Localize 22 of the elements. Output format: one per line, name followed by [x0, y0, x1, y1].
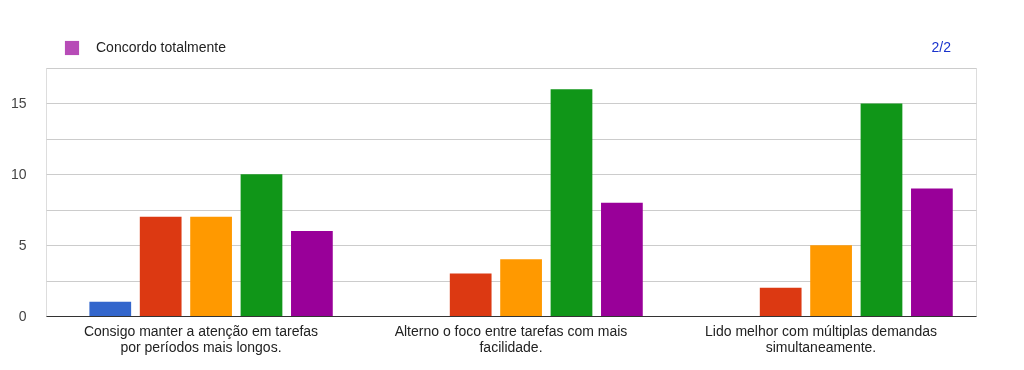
- bar: [550, 89, 593, 316]
- legend-label: Concordo totalmente: [96, 39, 227, 55]
- text: 2/2: [931, 39, 952, 55]
- y-tick-label: 10: [10, 165, 27, 182]
- bar: [89, 301, 132, 316]
- bar: [449, 273, 492, 316]
- y-tick-label: 5: [18, 236, 27, 253]
- bar: [911, 188, 953, 316]
- x-tick-label: Lido melhor com múltiplas demandas simultaneamente.: [705, 322, 937, 355]
- bar: [139, 216, 182, 316]
- bar: [601, 202, 643, 316]
- bar: [810, 245, 852, 316]
- bar: [291, 230, 333, 316]
- bar: [500, 259, 542, 316]
- x-tick-label: Alterno o foco entre tarefas com mais facilidade.: [394, 322, 628, 355]
- bar: [759, 287, 802, 316]
- bar: [190, 216, 232, 316]
- bar: [860, 103, 903, 316]
- y-tick-label: 15: [10, 94, 27, 111]
- bar: [240, 174, 283, 316]
- y-tick-label: 0: [18, 307, 27, 324]
- x-tick-label: Consigo manter a atenção em tarefas por períodos mais longos.: [83, 322, 319, 355]
